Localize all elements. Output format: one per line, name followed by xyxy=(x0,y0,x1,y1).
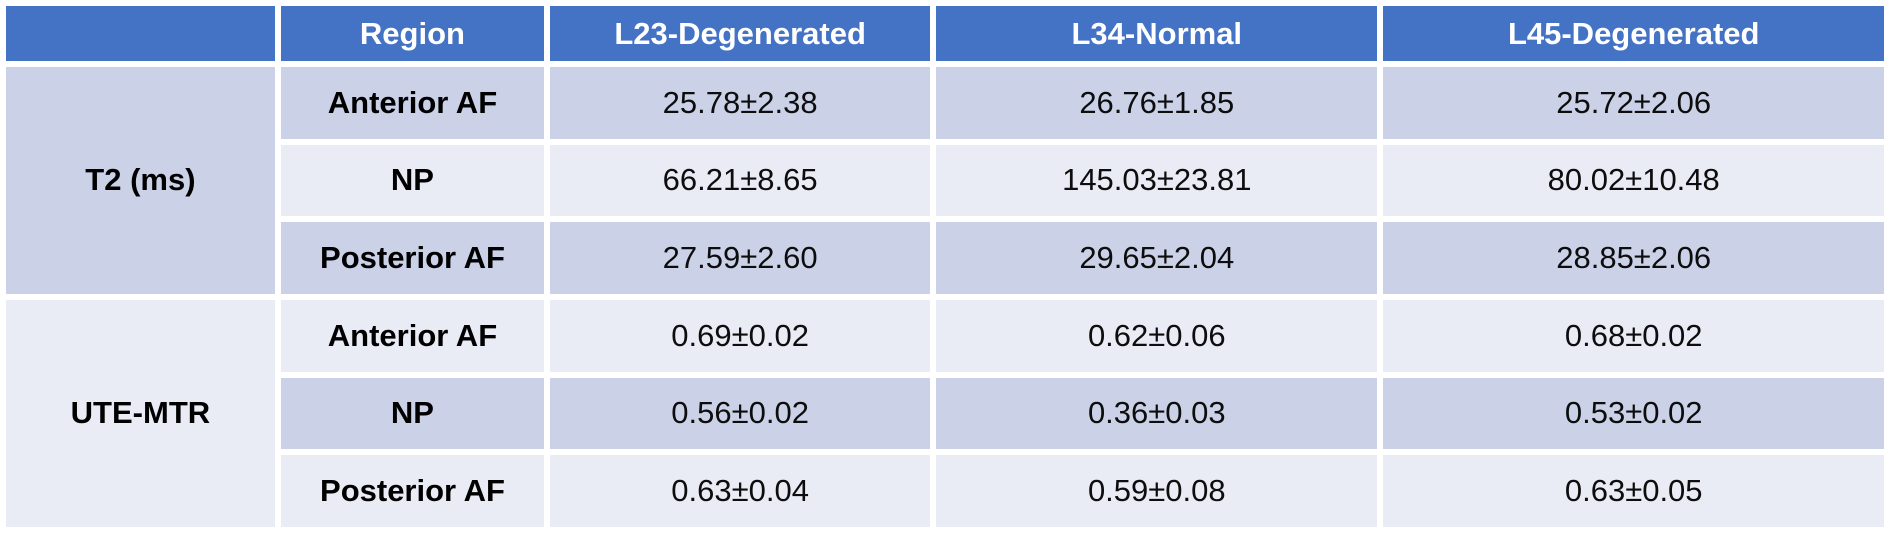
row-header-region: Posterior AF xyxy=(280,222,545,294)
col-header-l23-degenerated: L23-Degenerated xyxy=(550,6,931,61)
value-cell: 0.56±0.02 xyxy=(550,377,931,450)
value-cell: 29.65±2.04 xyxy=(936,222,1378,294)
table-row: NP 0.56±0.02 0.36±0.03 0.53±0.02 xyxy=(6,377,1884,450)
row-header-region: Anterior AF xyxy=(280,299,545,372)
table-row: NP 66.21±8.65 145.03±23.81 80.02±10.48 xyxy=(6,144,1884,217)
value-cell: 0.59±0.08 xyxy=(936,455,1378,527)
value-cell: 80.02±10.48 xyxy=(1383,144,1884,217)
value-cell: 145.03±23.81 xyxy=(936,144,1378,217)
corner-cell xyxy=(6,6,275,61)
row-group-label-t2: T2 (ms) xyxy=(6,67,275,294)
row-header-region: NP xyxy=(280,377,545,450)
table-row: T2 (ms) Anterior AF 25.78±2.38 26.76±1.8… xyxy=(6,67,1884,294)
value-cell: 28.85±2.06 xyxy=(1383,222,1884,294)
value-cell: 0.63±0.05 xyxy=(1383,455,1884,527)
value-cell: 66.21±8.65 xyxy=(550,144,931,217)
value-cell: 25.72±2.06 xyxy=(1383,67,1884,139)
value-cell: 25.78±2.38 xyxy=(550,67,931,139)
col-header-l34-normal: L34-Normal xyxy=(936,6,1378,61)
value-cell: 0.69±0.02 xyxy=(550,299,931,372)
header-row: Region L23-Degenerated L34-Normal L45-De… xyxy=(6,6,1884,61)
col-header-l45-degenerated: L45-Degenerated xyxy=(1383,6,1884,61)
row-header-region: NP xyxy=(280,144,545,217)
row-header-region: Posterior AF xyxy=(280,455,545,527)
value-cell: 0.63±0.04 xyxy=(550,455,931,527)
table-row: Posterior AF 27.59±2.60 29.65±2.04 28.85… xyxy=(6,222,1884,294)
table-row: UTE-MTR Anterior AF 0.69±0.02 0.62±0.06 … xyxy=(6,299,1884,527)
value-cell: 27.59±2.60 xyxy=(550,222,931,294)
table-row: Posterior AF 0.63±0.04 0.59±0.08 0.63±0.… xyxy=(6,455,1884,527)
row-header-region: Anterior AF xyxy=(280,67,545,139)
value-cell: 26.76±1.85 xyxy=(936,67,1378,139)
value-cell: 0.53±0.02 xyxy=(1383,377,1884,450)
value-cell: 0.68±0.02 xyxy=(1383,299,1884,372)
value-cell: 0.62±0.06 xyxy=(936,299,1378,372)
value-cell: 0.36±0.03 xyxy=(936,377,1378,450)
row-group-label-ute-mtr: UTE-MTR xyxy=(6,299,275,527)
col-header-region: Region xyxy=(280,6,545,61)
